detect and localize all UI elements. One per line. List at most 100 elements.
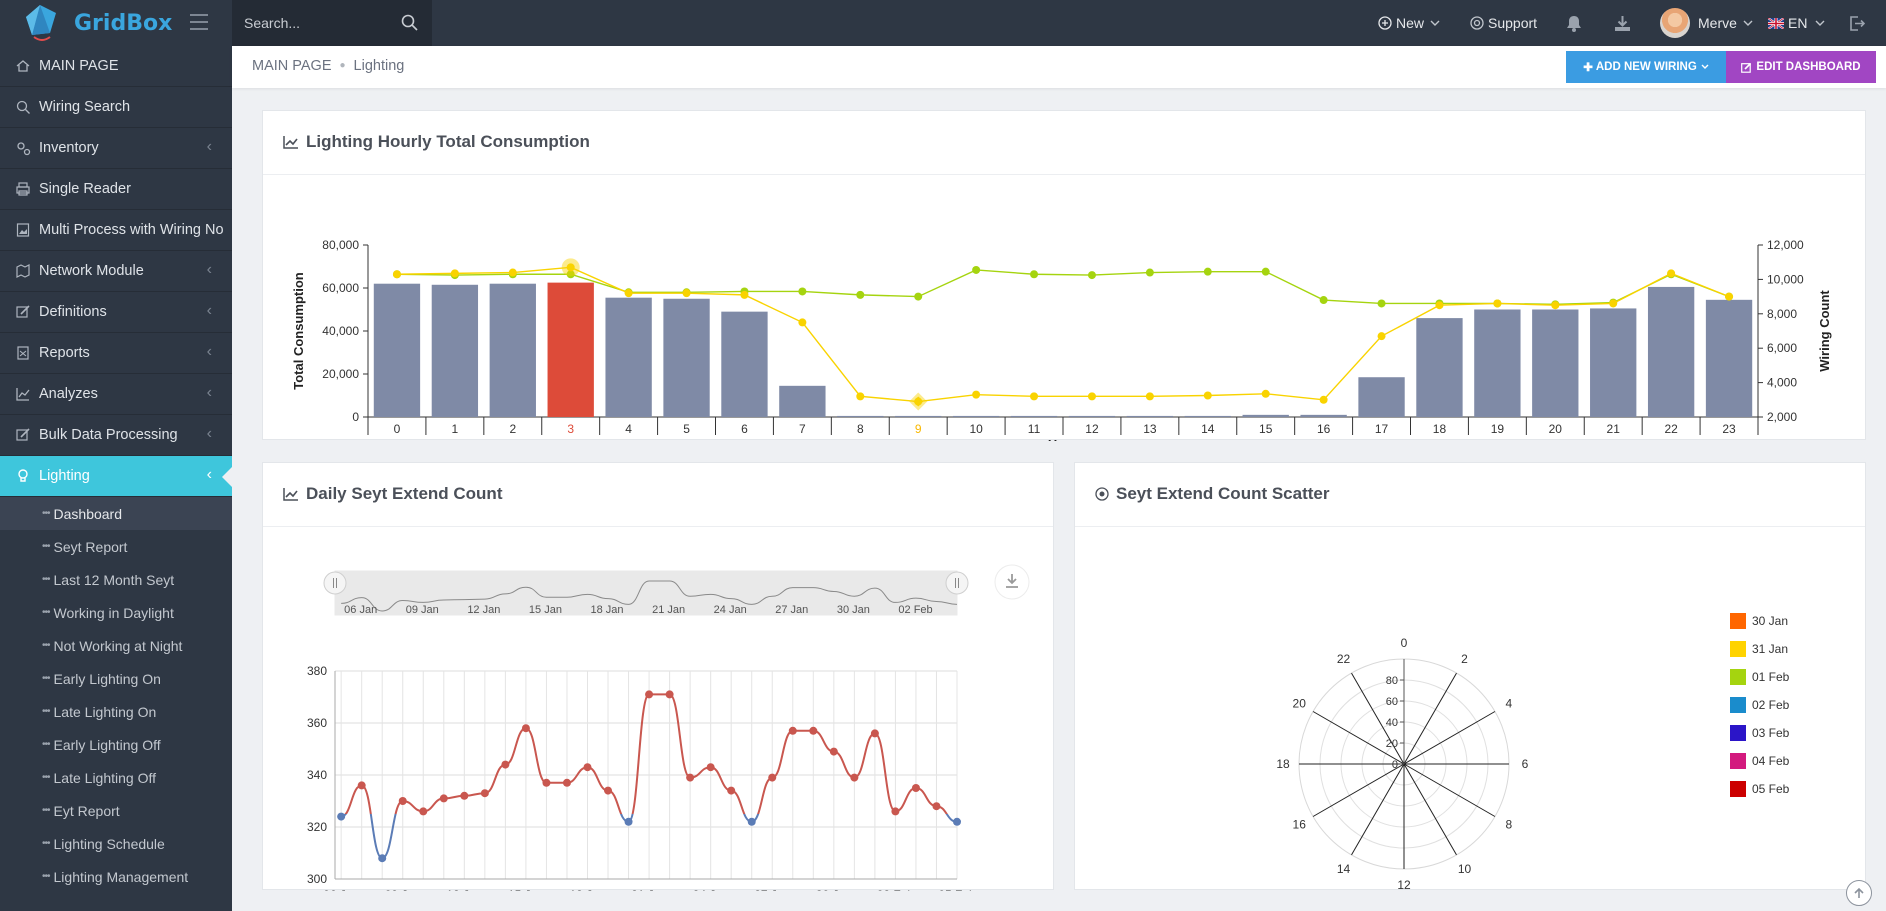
consumption-bar[interactable] — [721, 311, 768, 417]
seyt-point[interactable] — [829, 747, 838, 756]
wiring-count-point[interactable] — [972, 390, 981, 399]
sidebar-subitem-early-lighting-off[interactable]: ••• Early Lighting Off — [0, 728, 232, 761]
sidebar-subitem-dashboard[interactable]: ••• Dashboard — [0, 497, 232, 530]
navigator-handle[interactable] — [323, 571, 347, 595]
sidebar-subitem-eyt-report[interactable]: ••• Eyt Report — [0, 794, 232, 827]
seyt-point[interactable] — [911, 784, 920, 792]
seyt-point[interactable] — [870, 729, 879, 738]
consumption-bar[interactable] — [489, 283, 536, 417]
legend-item[interactable]: 30 Jan — [1730, 613, 1788, 629]
wiring-count-point[interactable] — [1377, 299, 1386, 308]
wiring-count-point[interactable] — [1261, 267, 1270, 276]
sidebar-item-bulk-data-processing[interactable]: Bulk Data Processing ‹ — [0, 415, 232, 456]
wiring-count-point[interactable] — [1261, 389, 1270, 398]
wiring-count-point[interactable] — [1319, 296, 1328, 305]
wiring-count-point[interactable] — [1609, 299, 1618, 308]
seyt-point[interactable] — [337, 812, 346, 821]
seyt-point[interactable] — [665, 690, 674, 699]
scroll-to-top-button[interactable] — [1846, 880, 1872, 906]
consumption-bar[interactable] — [605, 297, 652, 417]
wiring-count-point[interactable] — [1551, 301, 1560, 310]
consumption-bar[interactable] — [1705, 299, 1753, 417]
wiring-count-point[interactable] — [798, 318, 807, 327]
wiring-count-point[interactable] — [1725, 292, 1734, 301]
legend-item[interactable]: 05 Feb — [1730, 781, 1790, 797]
new-menu[interactable]: New — [1378, 0, 1444, 46]
seyt-point[interactable] — [542, 778, 551, 787]
wiring-count-point[interactable] — [1435, 301, 1444, 310]
menu-toggle-icon[interactable] — [190, 14, 208, 30]
wiring-count-point[interactable] — [1667, 269, 1676, 278]
wiring-count-point[interactable] — [392, 270, 401, 279]
consumption-bar[interactable] — [1474, 309, 1521, 418]
consumption-bar[interactable] — [1590, 308, 1637, 417]
seyt-point[interactable] — [562, 778, 571, 787]
consumption-bar[interactable] — [1532, 309, 1579, 418]
seyt-point[interactable] — [604, 786, 613, 795]
seyt-point[interactable] — [419, 807, 428, 816]
legend-item[interactable]: 04 Feb — [1730, 753, 1790, 769]
navigator[interactable]: 06 Jan 09 Jan 12 Jan 15 Jan 18 Jan 21 Jan 24 J… — [323, 570, 969, 616]
seyt-point[interactable] — [398, 797, 407, 805]
seyt-point[interactable] — [439, 794, 448, 803]
seyt-point[interactable] — [480, 789, 489, 798]
wiring-count-point[interactable] — [1145, 392, 1154, 401]
navigator-handle[interactable] — [945, 571, 969, 595]
export-button[interactable] — [994, 564, 1030, 600]
language-menu[interactable]: EN — [1768, 0, 1829, 46]
sidebar-subitem-lighting-management[interactable]: ••• Lighting Management — [0, 860, 232, 893]
sidebar-subitem-early-lighting-on[interactable]: ••• Early Lighting On — [0, 662, 232, 695]
seyt-point[interactable] — [891, 807, 900, 816]
seyt-point[interactable] — [768, 773, 777, 782]
sidebar-item-wiring-search[interactable]: Wiring Search — [0, 87, 232, 128]
sidebar-subitem-last-12-month-seyt[interactable]: ••• Last 12 Month Seyt — [0, 563, 232, 596]
wiring-count-point[interactable] — [1203, 267, 1212, 276]
brand[interactable]: GridBox — [0, 0, 232, 46]
wiring-count-point[interactable] — [1203, 391, 1212, 400]
seyt-point[interactable] — [727, 786, 736, 795]
sidebar-item-inventory[interactable]: Inventory ‹ — [0, 128, 232, 169]
seyt-point[interactable] — [583, 763, 592, 772]
sidebar-subitem-not-working-at-night[interactable]: ••• Not Working at Night — [0, 629, 232, 662]
consumption-bar[interactable] — [952, 415, 1000, 417]
seyt-point[interactable] — [809, 726, 818, 735]
search-input[interactable] — [244, 15, 394, 31]
sidebar-subitem-late-lighting-on[interactable]: ••• Late Lighting On — [0, 695, 232, 728]
edit-dashboard-button[interactable]: EDIT DASHBOARD — [1726, 51, 1876, 83]
consumption-bar[interactable] — [1126, 415, 1174, 417]
legend-item[interactable]: 31 Jan — [1730, 641, 1788, 657]
wiring-count-point[interactable] — [624, 289, 633, 298]
wiring-count-point[interactable] — [1319, 395, 1328, 404]
consumption-bar[interactable] — [1647, 286, 1695, 417]
wiring-count-point[interactable] — [740, 290, 749, 299]
notifications-button[interactable] — [1566, 0, 1586, 46]
logout-button[interactable] — [1848, 0, 1869, 46]
wiring-count-point[interactable] — [914, 292, 923, 301]
wiring-count-point[interactable] — [798, 287, 807, 296]
sidebar-subitem-working-in-daylight[interactable]: ••• Working in Daylight — [0, 596, 232, 629]
wiring-count-point[interactable] — [566, 270, 575, 279]
seyt-point[interactable] — [706, 763, 715, 772]
wiring-count-point[interactable] — [972, 265, 981, 274]
navigator-background[interactable] — [334, 570, 958, 616]
wiring-count-point[interactable] — [682, 289, 691, 298]
seyt-point[interactable] — [788, 726, 797, 735]
seyt-point[interactable] — [501, 760, 510, 769]
sidebar-item-multi-process-with-wiring-no[interactable]: Multi Process with Wiring No — [0, 210, 232, 251]
consumption-bar[interactable] — [1068, 415, 1116, 417]
consumption-bar[interactable] — [779, 385, 826, 417]
seyt-point[interactable] — [953, 817, 961, 826]
wiring-count-point[interactable] — [1493, 299, 1502, 308]
wiring-count-point[interactable] — [1030, 392, 1039, 401]
seyt-point[interactable] — [521, 724, 530, 733]
sidebar-subitem-lighting-schedule[interactable]: ••• Lighting Schedule — [0, 827, 232, 860]
wiring-count-point[interactable] — [1145, 268, 1154, 277]
wiring-count-point[interactable] — [1087, 271, 1096, 280]
consumption-bar[interactable] — [1184, 415, 1231, 417]
wiring-count-point[interactable] — [1030, 270, 1039, 279]
wiring-count-point[interactable] — [1377, 332, 1386, 341]
legend-item[interactable]: 02 Feb — [1730, 697, 1790, 713]
breadcrumb-root[interactable]: MAIN PAGE — [252, 58, 332, 74]
wiring-count-point[interactable] — [508, 268, 517, 277]
legend-item[interactable]: 03 Feb — [1730, 725, 1790, 741]
